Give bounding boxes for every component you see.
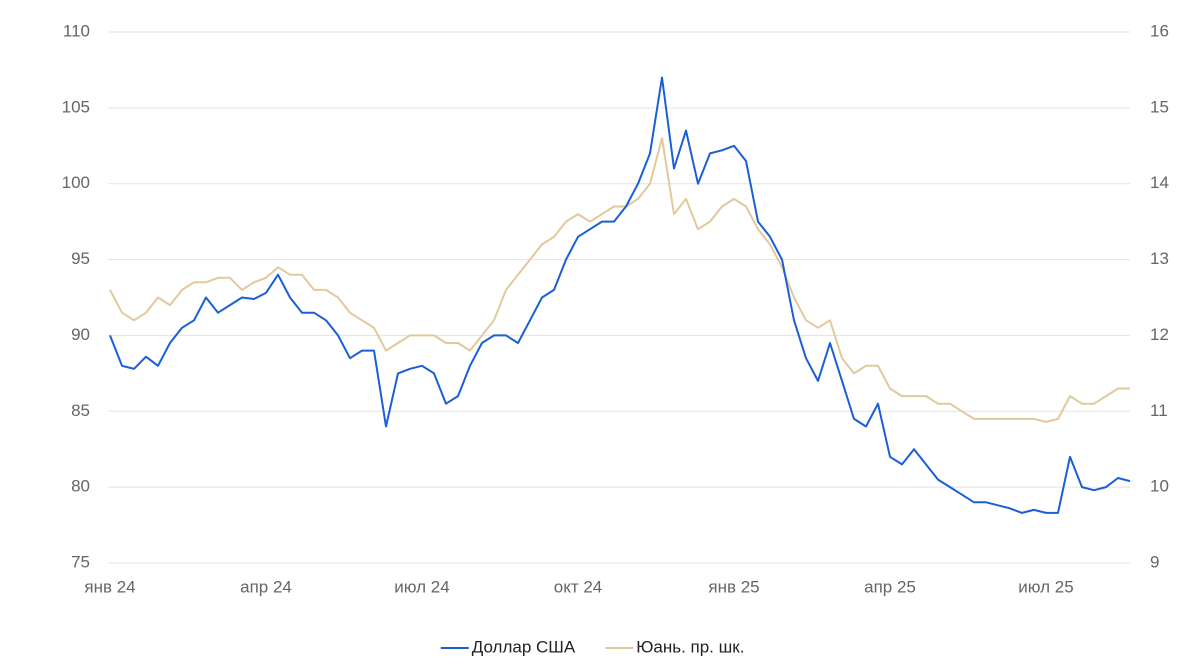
series-line [109,137,1130,423]
x-tick-label: апр 25 [864,577,916,596]
series-line [109,76,1131,514]
legend-item: Юань. пр. шк. [605,637,744,656]
y-tick-label: 75 [71,552,90,571]
y2-tick-label: 12 [1150,325,1169,344]
y-tick-label: 100 [62,173,90,192]
y-tick-label: 110 [63,21,90,40]
legend-label: Доллар США [472,637,576,656]
legend: Доллар США Юань. пр. шк. [440,637,744,656]
y-tick-label: 95 [71,249,90,268]
y2-tick-label: 10 [1150,477,1169,496]
y-tick-label: 105 [62,97,90,116]
y2-tick-label: 16 [1150,21,1169,40]
y2-tick-label: 15 [1150,97,1169,116]
y2-tick-label: 11 [1150,401,1168,420]
x-tick-label: июл 25 [1018,577,1073,596]
legend-item: Доллар США [440,637,576,656]
legend-label: Юань. пр. шк. [636,637,744,656]
y2-tick-label: 9 [1150,552,1159,571]
y-tick-label: 90 [71,325,90,344]
y-tick-label: 80 [71,477,90,496]
x-tick-label: янв 24 [84,577,135,596]
x-tick-label: янв 25 [708,577,759,596]
x-tick-label: апр 24 [240,577,292,596]
y2-tick-label: 14 [1150,173,1169,192]
y-tick-label: 85 [71,401,90,420]
x-tick-label: июл 24 [394,577,449,596]
x-tick-label: окт 24 [554,577,603,596]
y2-tick-label: 13 [1150,249,1169,268]
